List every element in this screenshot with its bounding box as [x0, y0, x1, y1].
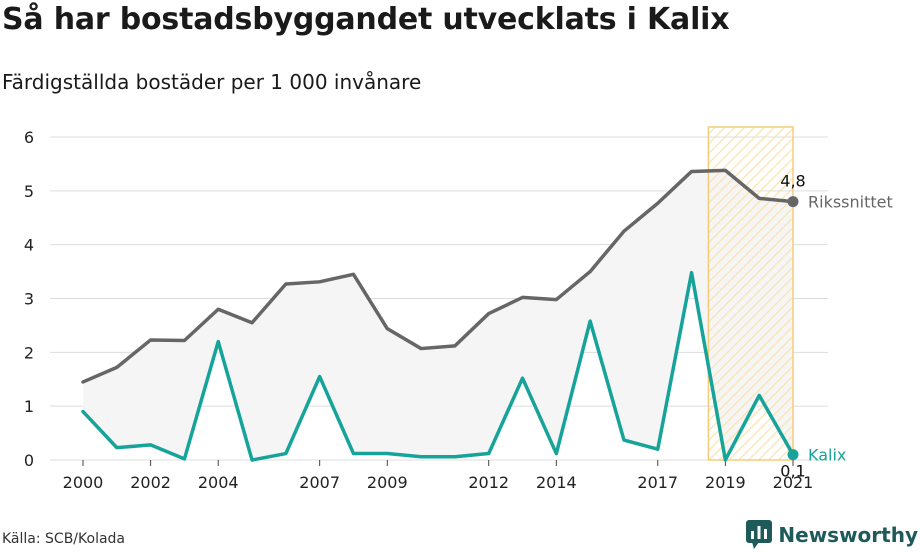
y-tick-label: 6	[24, 128, 34, 147]
x-tick-label: 2000	[63, 473, 104, 492]
x-tick-label: 2014	[536, 473, 577, 492]
band-layer	[83, 170, 793, 461]
series-name-kalix: Kalix	[808, 446, 846, 465]
y-tick-label: 3	[24, 290, 34, 309]
brand-name: Newsworthy	[778, 523, 918, 547]
x-axis: 2000 2002 2004 2007 2009 2012 2014 2017 2019 2021	[63, 460, 814, 492]
chart-title: Så har bostadsbyggandet utvecklats i Kal…	[2, 2, 730, 37]
newsworthy-logo-icon	[746, 520, 773, 549]
x-tick-label: 2007	[299, 473, 340, 492]
series-name-rikssnittet: Rikssnittet	[808, 193, 893, 212]
x-tick-label: 2021	[773, 473, 814, 492]
highlight-layer	[707, 126, 794, 461]
series-line-kalix	[81, 270, 795, 462]
x-tick-label: 2002	[130, 473, 171, 492]
series-line-rikssnittet	[81, 168, 795, 384]
x-tick-label: 2004	[198, 473, 239, 492]
end-value-label-kalix: 0,1	[780, 462, 805, 481]
y-tick-label: 5	[24, 182, 34, 201]
x-tick-label: 2009	[367, 473, 408, 492]
series-gap-band	[83, 170, 793, 461]
series-layer	[81, 168, 799, 462]
y-tick-label: 1	[24, 397, 34, 416]
end-marker-kalix	[787, 449, 799, 461]
y-tick-label: 4	[24, 236, 34, 255]
highlight-period	[707, 126, 794, 461]
source-note: Källa: SCB/Kolada	[2, 531, 126, 547]
brand-logo: Newsworthy	[746, 520, 918, 550]
y-tick-label: 2	[24, 343, 34, 362]
x-tick-label: 2017	[637, 473, 678, 492]
x-tick-label: 2019	[705, 473, 746, 492]
y-tick-label: 0	[24, 451, 34, 470]
chart-subtitle: Färdigställda bostäder per 1 000 invånar…	[2, 70, 422, 94]
x-tick-label: 2012	[468, 473, 509, 492]
y-axis: 0 1 2 3 4 5 6	[24, 128, 34, 470]
end-value-label-rikssnittet: 4,8	[780, 172, 805, 191]
end-marker-rikssnittet	[787, 196, 799, 208]
